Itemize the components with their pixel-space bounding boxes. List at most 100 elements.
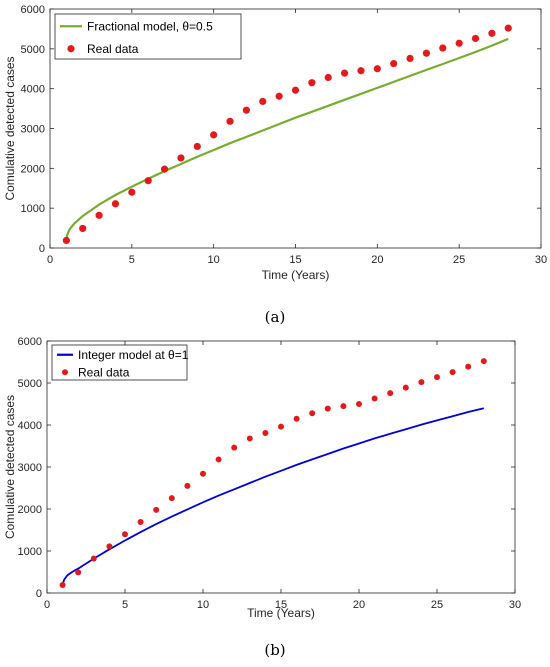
panel-caption: (a) bbox=[265, 308, 286, 326]
y-tick-label: 2000 bbox=[21, 163, 45, 175]
data-point-real-data bbox=[309, 410, 316, 417]
x-tick-label: 25 bbox=[453, 254, 465, 266]
data-point-real-data bbox=[480, 358, 487, 365]
data-point-real-data bbox=[59, 582, 66, 589]
data-point-real-data bbox=[449, 369, 456, 376]
legend-label: Real data bbox=[78, 365, 130, 379]
data-point-real-data bbox=[144, 177, 152, 185]
x-tick-label: 0 bbox=[47, 254, 53, 266]
data-point-real-data bbox=[153, 506, 160, 513]
data-point-real-data bbox=[106, 543, 113, 550]
data-point-real-data bbox=[275, 92, 283, 100]
legend-label: Integer model at θ=1 bbox=[78, 348, 189, 362]
data-point-real-data bbox=[406, 54, 414, 62]
data-point-real-data bbox=[373, 65, 381, 73]
data-point-real-data bbox=[128, 188, 136, 196]
data-point-real-data bbox=[137, 519, 144, 526]
x-tick-label: 5 bbox=[129, 254, 135, 266]
y-axis-label: Comulative detected cases bbox=[3, 395, 17, 539]
data-point-real-data bbox=[215, 456, 222, 463]
x-tick-label: 20 bbox=[353, 599, 365, 611]
x-tick-label: 30 bbox=[535, 254, 547, 266]
y-tick-label: 0 bbox=[36, 588, 42, 600]
data-point-real-data bbox=[439, 44, 447, 52]
x-tick-label: 10 bbox=[197, 599, 209, 611]
data-point-real-data bbox=[75, 569, 82, 576]
x-tick-label: 30 bbox=[509, 599, 521, 611]
data-point-real-data bbox=[308, 79, 316, 87]
y-tick-label: 6000 bbox=[18, 336, 42, 348]
data-point-real-data bbox=[504, 24, 512, 32]
x-tick-label: 10 bbox=[208, 254, 220, 266]
chart-a: 0 5 10 15 20 25 30 0 1000 2000 3000 4000 5000 6000 Tim… bbox=[3, 4, 547, 326]
data-point-real-data bbox=[390, 59, 398, 68]
data-point-real-data bbox=[422, 49, 431, 57]
data-point-real-data bbox=[210, 131, 218, 139]
x-tick-label: 15 bbox=[275, 599, 287, 611]
data-point-real-data bbox=[79, 224, 87, 233]
y-tick-label: 4000 bbox=[21, 84, 45, 96]
y-axis-label: Comulative detected cases bbox=[3, 56, 17, 200]
y-tick-label: 1000 bbox=[18, 546, 42, 558]
data-point-real-data bbox=[122, 531, 128, 538]
data-point-real-data bbox=[226, 117, 234, 125]
data-point-real-data bbox=[434, 374, 440, 381]
legend-label: Fractional model, θ=0.5 bbox=[87, 19, 213, 33]
data-point-real-data bbox=[90, 555, 97, 562]
chart-b: 0 5 10 15 20 25 30 0 1000 2000 3000 4000 5000 6000 Tim… bbox=[3, 336, 521, 659]
data-point-real-data bbox=[324, 405, 331, 412]
data-point-real-data bbox=[278, 423, 284, 430]
x-tick-label: 0 bbox=[44, 599, 50, 611]
legend: Integer model at θ=1 Real data bbox=[51, 344, 189, 381]
data-point-real-data bbox=[465, 363, 472, 370]
legend-label: Real data bbox=[87, 42, 139, 56]
series-line-fractional-model bbox=[65, 37, 509, 241]
y-tick-label: 2000 bbox=[18, 504, 42, 516]
y-tick-label: 3000 bbox=[18, 462, 42, 474]
data-point-real-data bbox=[488, 29, 496, 37]
data-point-real-data bbox=[387, 390, 394, 397]
data-point-real-data bbox=[471, 34, 480, 43]
data-point-real-data bbox=[340, 403, 347, 410]
data-point-real-data bbox=[418, 379, 425, 386]
y-tick-label: 1000 bbox=[21, 203, 45, 215]
panel-caption: (b) bbox=[264, 641, 285, 659]
plot-area bbox=[46, 340, 516, 594]
y-tick-label: 3000 bbox=[21, 124, 45, 136]
data-point-real-data bbox=[231, 444, 238, 451]
x-axis-label: Time (Years) bbox=[262, 268, 330, 282]
data-point-real-data bbox=[62, 236, 70, 245]
data-point-real-data bbox=[293, 415, 300, 422]
data-point-real-data bbox=[177, 154, 185, 162]
data-point-real-data bbox=[356, 401, 362, 407]
x-tick-label: 15 bbox=[289, 254, 301, 266]
data-point-real-data bbox=[246, 435, 253, 442]
data-point-real-data bbox=[262, 429, 269, 436]
data-point-real-data bbox=[200, 470, 206, 477]
y-tick-label: 4000 bbox=[18, 420, 42, 432]
data-point-real-data bbox=[111, 200, 120, 208]
data-point-real-data bbox=[160, 165, 169, 173]
data-point-real-data bbox=[184, 482, 191, 489]
data-point-real-data bbox=[193, 142, 201, 151]
y-tick-label: 6000 bbox=[21, 4, 45, 16]
legend: Fractional model, θ=0.5 Real data bbox=[54, 13, 242, 60]
data-point-real-data bbox=[259, 97, 267, 106]
data-point-real-data bbox=[371, 395, 378, 402]
data-point-real-data bbox=[341, 69, 349, 77]
data-point-real-data bbox=[95, 211, 103, 219]
legend-marker-swatch bbox=[67, 45, 75, 53]
data-point-real-data bbox=[402, 384, 409, 391]
y-tick-label: 5000 bbox=[18, 378, 42, 390]
x-tick-label: 20 bbox=[371, 254, 383, 266]
data-point-real-data bbox=[357, 67, 365, 75]
data-point-real-data bbox=[291, 86, 300, 94]
data-point-real-data bbox=[455, 39, 463, 47]
data-point-real-data bbox=[324, 73, 332, 82]
x-tick-label: 25 bbox=[431, 599, 443, 611]
data-point-real-data bbox=[168, 495, 175, 502]
legend-box bbox=[54, 13, 242, 60]
x-axis-label: Time (Years) bbox=[247, 606, 315, 620]
x-tick-label: 5 bbox=[122, 599, 128, 611]
